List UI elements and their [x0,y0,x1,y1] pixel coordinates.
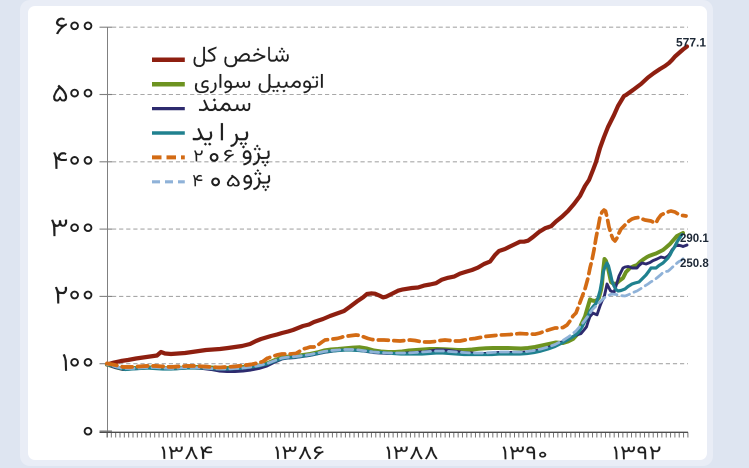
svg-text:577.1: 577.1 [676,36,706,50]
svg-text:290.1: 290.1 [680,233,709,245]
svg-text:250.8: 250.8 [680,258,709,270]
